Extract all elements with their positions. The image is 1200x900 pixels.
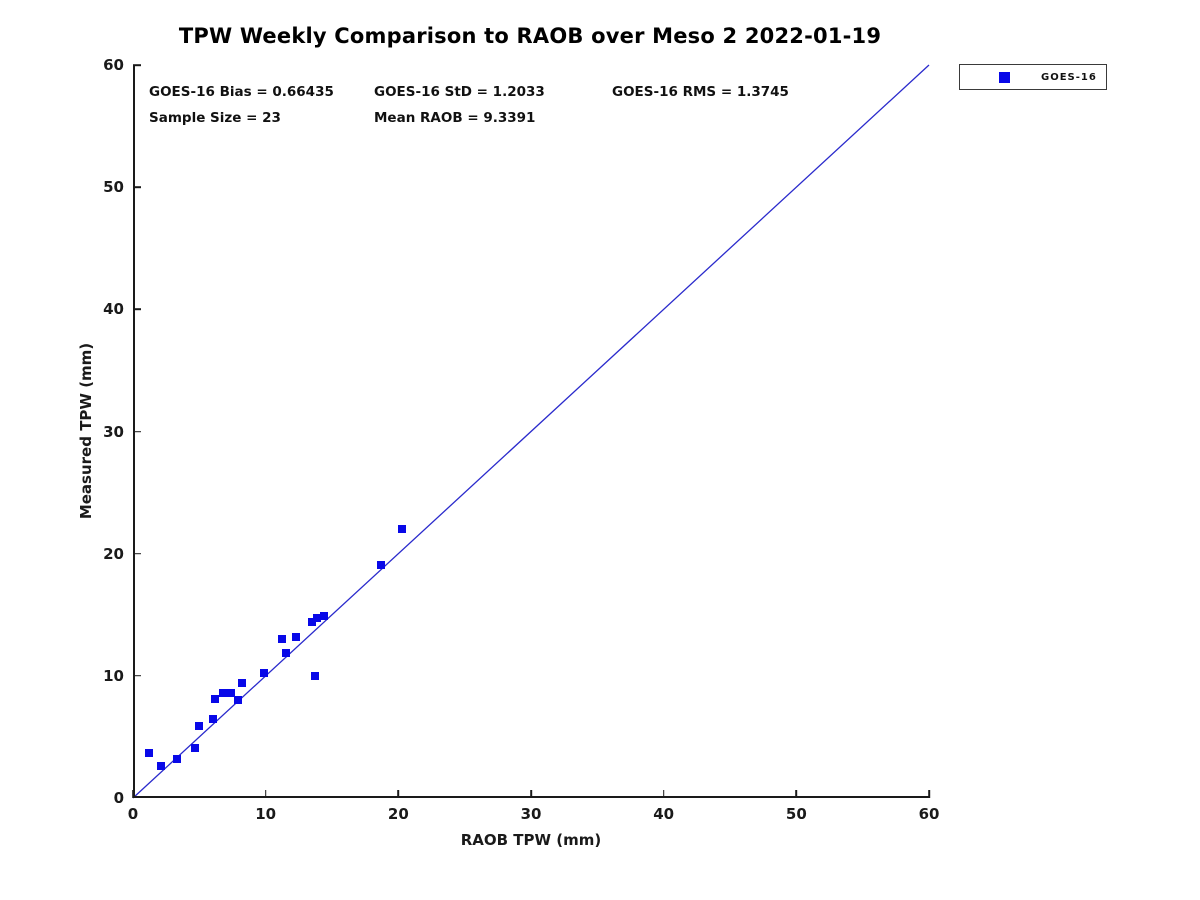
data-point-marker xyxy=(281,648,290,657)
stat-rms: GOES-16 RMS = 1.3745 xyxy=(612,84,789,100)
y-tick-mark xyxy=(133,64,141,66)
x-tick-mark xyxy=(928,790,930,798)
y-tick-mark xyxy=(133,430,141,433)
x-tick-label: 50 xyxy=(785,805,807,823)
y-tick-mark xyxy=(133,308,141,311)
stat-std: GOES-16 StD = 1.2033 xyxy=(374,84,545,100)
y-tick-mark xyxy=(133,675,141,677)
x-tick-label: 20 xyxy=(387,805,409,823)
data-point-marker xyxy=(377,560,386,569)
legend-marker-swatch-icon xyxy=(999,71,1010,83)
legend-box: GOES-16 xyxy=(959,64,1107,90)
data-point-marker xyxy=(219,688,228,697)
x-tick-label: 40 xyxy=(653,805,675,823)
data-point-marker xyxy=(191,743,200,752)
data-point-marker xyxy=(308,618,317,627)
x-tick-mark xyxy=(132,790,134,798)
data-point-marker xyxy=(156,762,165,771)
x-axis-label: RAOB TPW (mm) xyxy=(460,831,602,849)
y-tick-label: 50 xyxy=(103,178,124,197)
x-tick-label: 30 xyxy=(520,805,542,823)
x-tick-mark xyxy=(397,790,400,798)
plot-area: 0 10 20 30 40 50 60 0 10 20 30 40 50 60 xyxy=(103,56,939,823)
stat-bias: GOES-16 Bias = 0.66435 xyxy=(149,84,334,100)
data-point-marker xyxy=(292,632,301,641)
y-tick-label: 20 xyxy=(103,544,124,563)
x-tick-mark xyxy=(530,790,532,798)
data-point-marker xyxy=(237,679,246,688)
data-point-marker xyxy=(195,721,204,730)
y-tick-label: 0 xyxy=(113,789,124,807)
y-axis-label: Measured TPW (mm) xyxy=(77,342,95,520)
data-point-marker xyxy=(320,611,329,620)
data-point-marker xyxy=(211,695,220,704)
data-point-marker xyxy=(398,525,407,534)
y-tick-mark xyxy=(133,186,141,188)
x-tick-label: 10 xyxy=(255,805,277,823)
y-tick-label: 40 xyxy=(103,300,124,319)
data-point-marker xyxy=(313,614,322,623)
x-tick-label: 0 xyxy=(127,805,139,823)
x-tick-mark xyxy=(264,790,267,798)
data-point-marker xyxy=(172,754,181,763)
x-tick-mark xyxy=(795,790,798,798)
x-tick-mark xyxy=(662,790,665,798)
one-to-one-reference-line xyxy=(132,64,930,799)
y-tick-mark xyxy=(133,552,141,555)
chart-title: TPW Weekly Comparison to RAOB over Meso … xyxy=(178,24,882,48)
legend-series-label: GOES-16 xyxy=(1041,71,1097,83)
stat-mean-raob: Mean RAOB = 9.3391 xyxy=(374,110,536,126)
stat-sample-size: Sample Size = 23 xyxy=(149,110,281,126)
data-point-marker xyxy=(227,688,236,697)
data-point-marker xyxy=(144,748,153,757)
y-tick-label: 10 xyxy=(103,666,124,685)
data-point-marker xyxy=(277,635,286,644)
data-point-marker xyxy=(260,669,269,678)
x-tick-label: 60 xyxy=(918,805,940,823)
data-point-marker xyxy=(310,671,319,680)
y-tick-label: 30 xyxy=(103,422,124,441)
data-point-marker xyxy=(208,714,217,723)
data-point-marker xyxy=(233,696,242,705)
y-tick-label: 60 xyxy=(103,56,124,74)
